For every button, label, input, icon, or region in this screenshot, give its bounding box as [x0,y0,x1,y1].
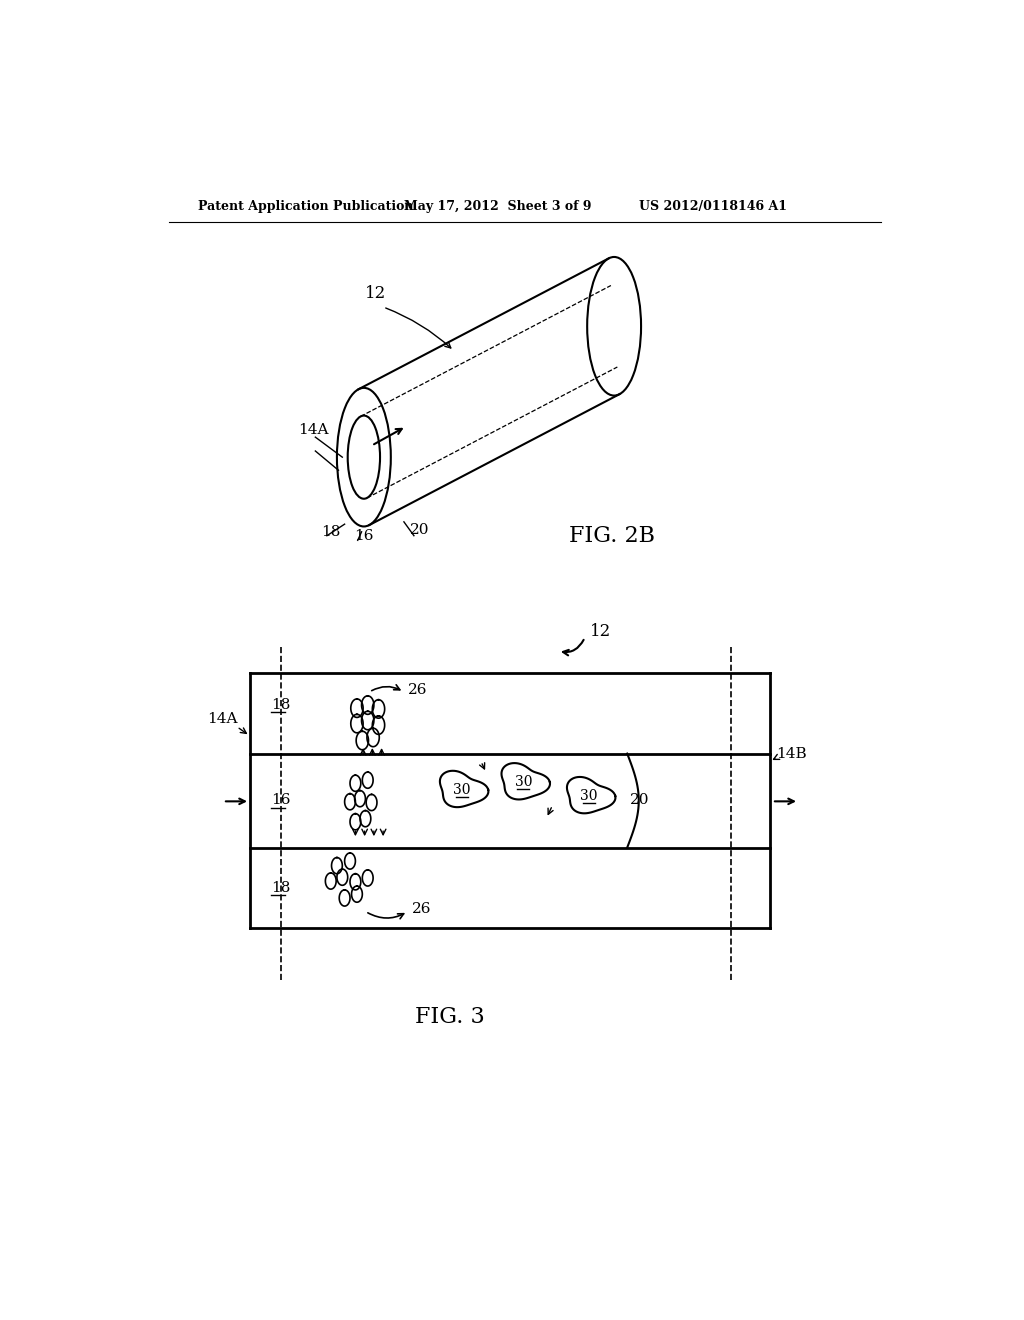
Text: 18: 18 [271,880,291,895]
Text: May 17, 2012  Sheet 3 of 9: May 17, 2012 Sheet 3 of 9 [403,199,592,213]
Text: 14A: 14A [208,711,238,726]
Text: 20: 20 [630,793,649,807]
Text: 26: 26 [408,682,427,697]
Text: 12: 12 [366,285,387,302]
Text: FIG. 2B: FIG. 2B [569,525,655,546]
Text: 26: 26 [412,902,431,916]
Text: 30: 30 [514,775,532,789]
Text: Patent Application Publication: Patent Application Publication [199,199,414,213]
Text: 30: 30 [580,789,597,803]
Text: 14B: 14B [776,747,807,760]
Text: 18: 18 [271,698,291,711]
Text: 30: 30 [453,783,470,797]
Text: FIG. 3: FIG. 3 [416,1006,485,1028]
Text: 12: 12 [590,623,610,640]
Text: 16: 16 [354,529,374,543]
Text: 16: 16 [271,793,291,807]
Text: 14A: 14A [298,424,329,437]
Text: 20: 20 [410,523,430,537]
Text: US 2012/0118146 A1: US 2012/0118146 A1 [639,199,786,213]
Text: 18: 18 [321,525,340,539]
